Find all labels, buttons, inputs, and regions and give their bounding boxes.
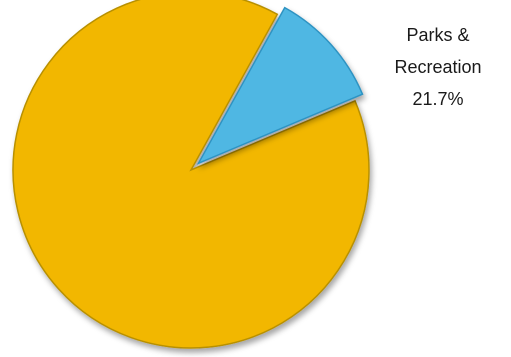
slice-label-parks-line2: Recreation [394,57,481,77]
pie-slice-parks-recreation [196,6,364,165]
pie-slice-other [12,0,370,349]
pie-slices [12,0,370,349]
slice-data-label-parks: 21.7% [412,89,463,109]
slice-label-parks-line1: Parks & [406,25,469,45]
